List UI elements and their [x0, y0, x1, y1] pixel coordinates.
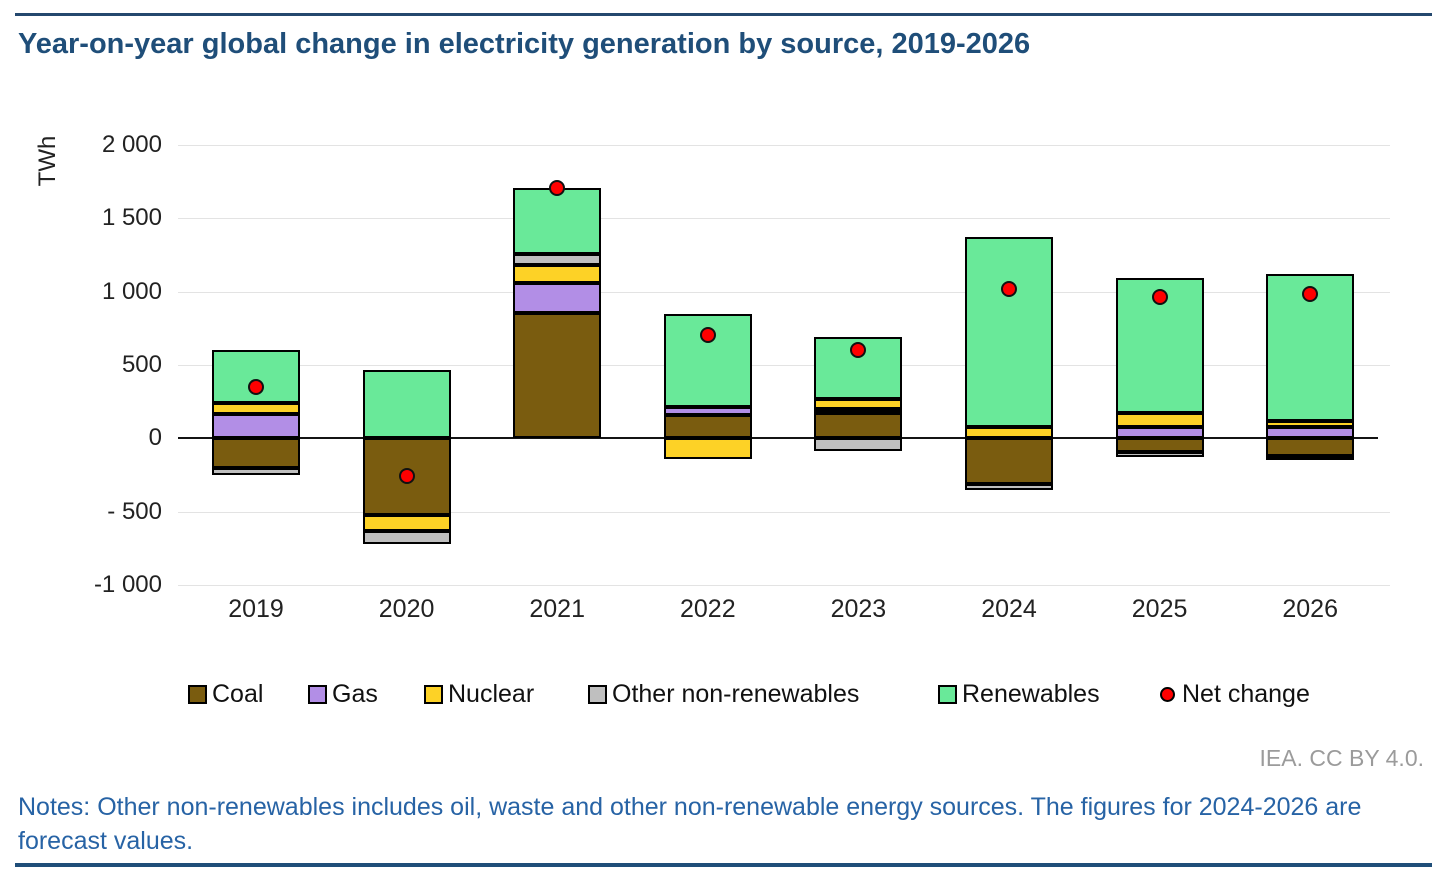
legend-item-other-non-renewables: Other non-renewables	[588, 679, 860, 708]
legend-swatch-square	[308, 684, 327, 704]
y-tick-label: 1 500	[101, 204, 162, 232]
legend-item-net-change: Net change	[1160, 679, 1310, 708]
legend-label: Renewables	[962, 679, 1100, 708]
bar-segment-other-non-renewables	[965, 483, 1053, 490]
legend-label: Net change	[1182, 679, 1310, 708]
gridline	[178, 365, 1390, 366]
x-tick-label: 2026	[1282, 595, 1338, 623]
bar-segment-nuclear	[965, 427, 1053, 439]
gridline	[178, 291, 1390, 293]
bar-segment-nuclear	[814, 398, 903, 409]
legend-item-gas: Gas	[308, 679, 378, 708]
net-change-dot	[549, 180, 566, 197]
legend-label: Other non-renewables	[612, 679, 860, 708]
y-tick-label: -1 000	[93, 571, 162, 598]
bar-segment-nuclear	[362, 514, 451, 532]
legend-swatch-square	[588, 684, 607, 704]
top-rule	[15, 13, 1432, 16]
net-change-dot	[699, 326, 716, 343]
bar-segment-nuclear	[1115, 412, 1204, 427]
legend-label: Gas	[332, 679, 378, 708]
bar-segment-gas	[814, 409, 903, 413]
bar-segment-renewables	[513, 188, 602, 255]
x-tick-label: 2022	[679, 595, 736, 623]
bar-segment-other-non-renewables	[1115, 451, 1204, 457]
y-tick-label: - 500	[107, 497, 162, 525]
legend-swatch-dot	[1160, 686, 1175, 702]
attribution-text: IEA. CC BY 4.0.	[1259, 745, 1424, 771]
x-tick-label: 2025	[1131, 595, 1188, 623]
bar-segment-coal	[814, 412, 903, 439]
bar-segment-renewables	[965, 237, 1053, 428]
bar-segment-nuclear	[663, 438, 752, 459]
bar-segment-renewables	[212, 350, 300, 404]
bar-segment-gas	[513, 282, 602, 313]
zero-axis	[178, 437, 1378, 440]
bar-segment-other-non-renewables	[814, 438, 903, 451]
x-tick-label: 2021	[529, 595, 585, 623]
x-tick-label: 2020	[378, 595, 435, 623]
bar-segment-gas	[1115, 426, 1204, 439]
legend-label: Coal	[212, 679, 264, 708]
legend-label: Nuclear	[448, 679, 535, 708]
bar-segment-coal	[1266, 438, 1355, 456]
bar-segment-gas	[212, 414, 300, 439]
net-change-dot	[248, 379, 264, 395]
bar-segment-gas	[663, 406, 752, 415]
net-change-dot	[1151, 288, 1168, 305]
bar-segment-coal	[513, 312, 602, 439]
net-change-dot	[1001, 280, 1017, 297]
bar-segment-other-non-renewables	[362, 531, 451, 544]
gridline	[178, 511, 1390, 513]
x-tick-label: 2024	[981, 595, 1037, 623]
y-tick-label: 1 000	[101, 277, 162, 305]
gridline	[178, 218, 1390, 220]
x-tick-label: 2019	[228, 595, 284, 623]
chart-title: Year-on-year global change in electricit…	[18, 28, 1031, 60]
y-tick-label: 2 000	[101, 131, 162, 158]
bar-segment-nuclear	[1266, 420, 1355, 427]
x-tick-label: 2023	[830, 595, 887, 623]
legend-swatch-square	[938, 684, 957, 704]
legend-item-nuclear: Nuclear	[424, 679, 535, 708]
bottom-rule	[15, 863, 1432, 867]
bar-segment-other-non-renewables	[212, 467, 300, 475]
bar-segment-gas	[1266, 426, 1355, 439]
y-tick-label: 0	[148, 424, 162, 452]
bar-segment-coal	[663, 414, 752, 439]
gridline	[178, 145, 1390, 146]
bar-segment-other-non-renewables	[1266, 455, 1355, 460]
bar-segment-other-non-renewables	[513, 254, 602, 266]
y-tick-label: 500	[121, 351, 162, 378]
bar-segment-renewables	[362, 370, 451, 439]
legend-swatch-square	[424, 684, 443, 704]
notes-text: Notes: Other non-renewables includes oil…	[18, 793, 1362, 855]
bar-segment-nuclear	[212, 403, 300, 415]
legend-swatch-square	[188, 684, 207, 704]
gridline	[178, 585, 1390, 586]
net-change-dot	[1302, 285, 1319, 302]
bar-segment-coal	[1115, 438, 1204, 452]
bar-segment-nuclear	[513, 265, 602, 283]
net-change-dot	[398, 467, 415, 484]
legend-item-coal: Coal	[188, 679, 264, 708]
bar-segment-coal	[965, 438, 1053, 484]
net-change-dot	[850, 341, 867, 358]
legend-item-renewables: Renewables	[938, 679, 1100, 708]
bar-segment-coal	[212, 438, 300, 468]
